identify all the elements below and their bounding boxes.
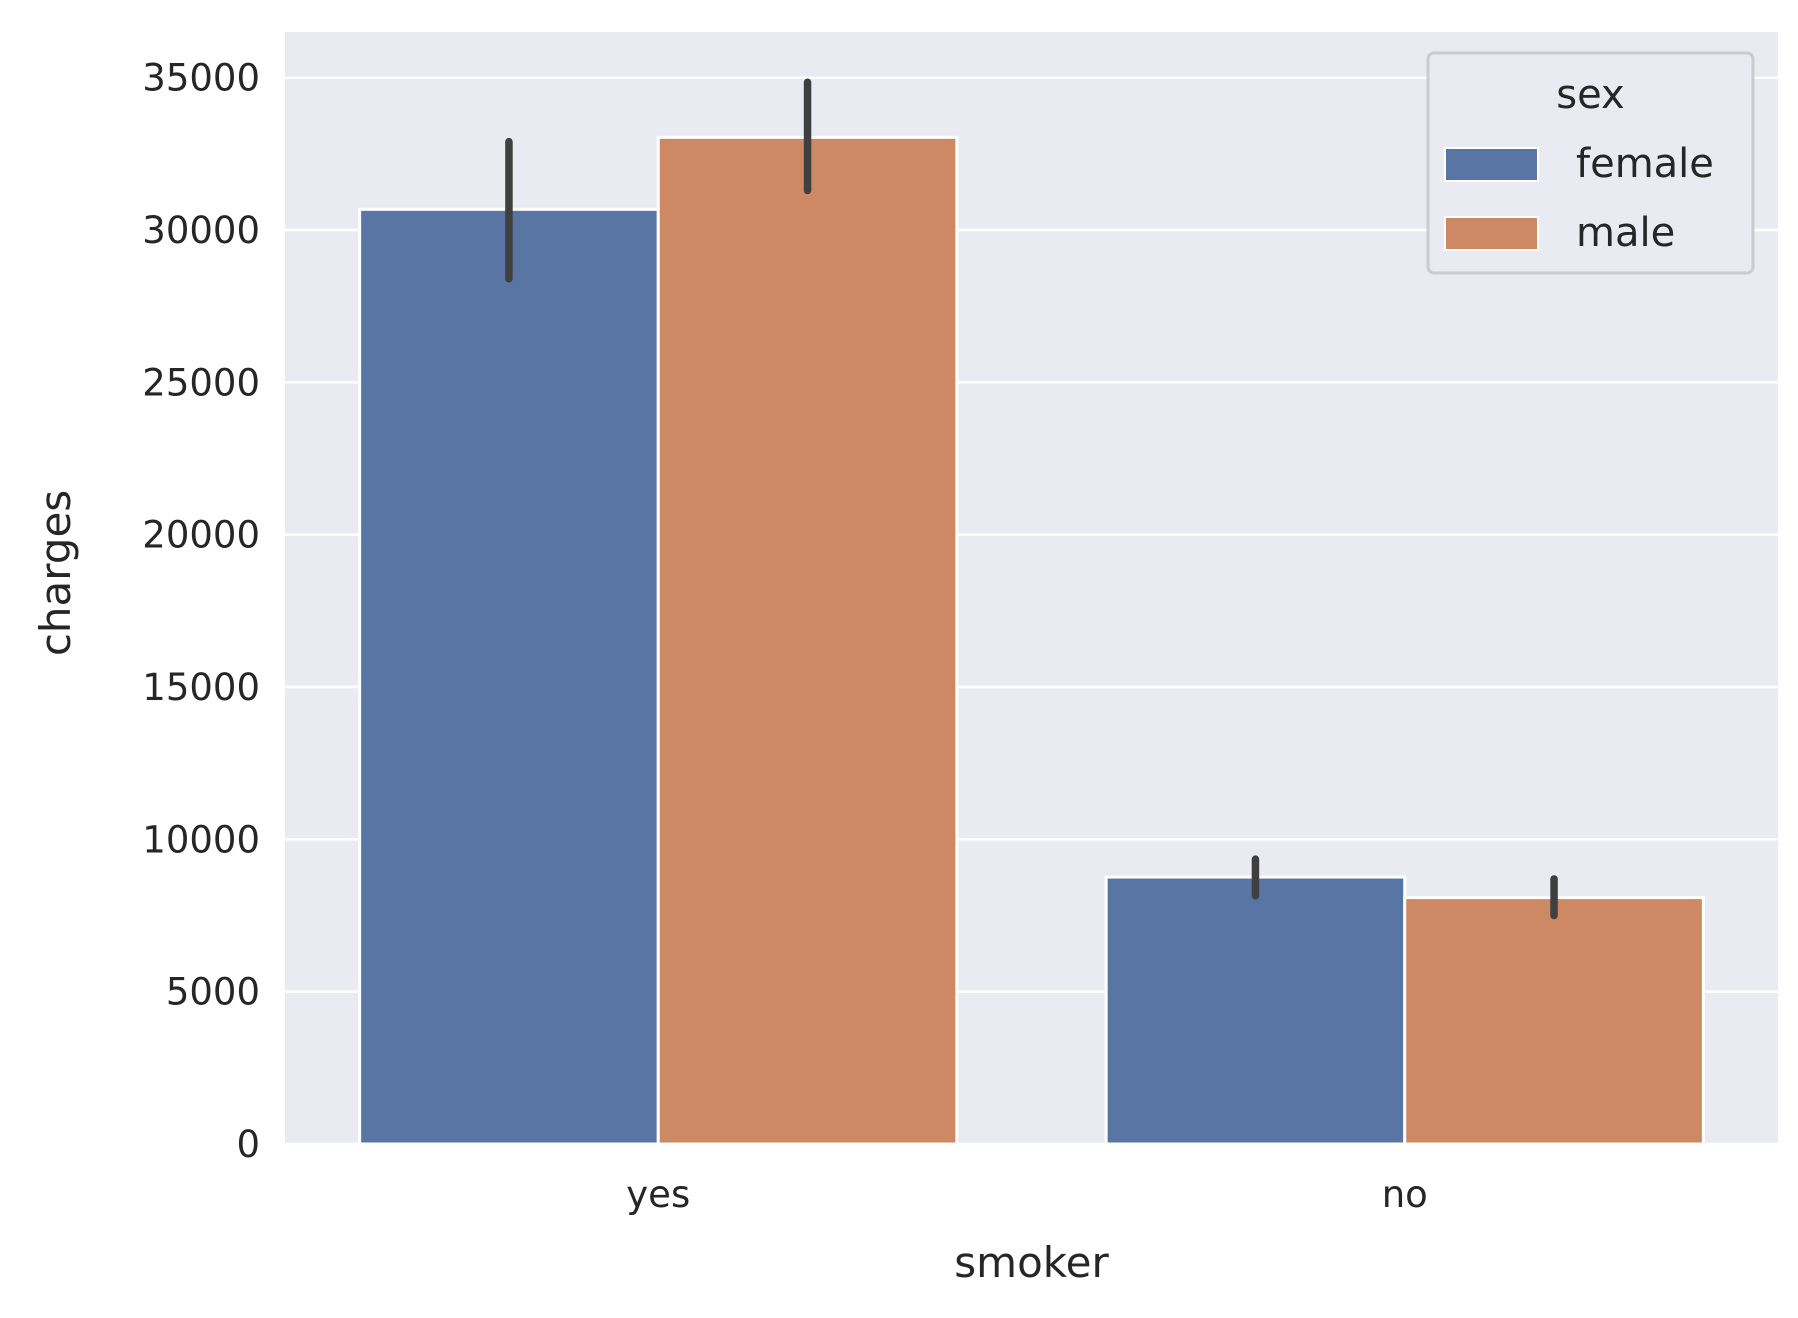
legend-label-male: male: [1576, 210, 1675, 256]
legend-swatch-female: [1444, 147, 1539, 182]
x-tick-label: no: [1382, 1173, 1428, 1216]
bar-female-no: [1104, 875, 1407, 1146]
y-tick-labels: 0 5000 10000 15000 20000 25000 30000 35000: [142, 57, 260, 1166]
legend: sex female male: [1426, 51, 1755, 275]
legend-title: sex: [1556, 72, 1624, 118]
y-tick-label: 10000: [142, 818, 260, 861]
error-bars: [505, 78, 1558, 920]
y-tick-label: 0: [236, 1123, 260, 1166]
x-axis-label: smoker: [954, 1238, 1109, 1287]
legend-swatch-male: [1444, 216, 1539, 251]
y-tick-label: 5000: [166, 971, 260, 1014]
bar-male-yes: [656, 135, 959, 1146]
y-tick-label: 35000: [142, 57, 260, 100]
y-tick-label: 15000: [142, 666, 260, 709]
y-tick-label: 20000: [142, 514, 260, 557]
bar-female-yes: [358, 207, 660, 1146]
x-tick-labels: yes no: [626, 1173, 1428, 1216]
y-tick-label: 30000: [142, 209, 260, 252]
bar-male-no: [1403, 896, 1705, 1146]
x-tick-label: yes: [626, 1173, 690, 1216]
y-tick-label: 25000: [142, 361, 260, 404]
bars: [358, 135, 1705, 1146]
y-axis-label: charges: [31, 490, 80, 656]
legend-entries: female male: [1444, 141, 1714, 256]
legend-label-female: female: [1576, 141, 1714, 187]
